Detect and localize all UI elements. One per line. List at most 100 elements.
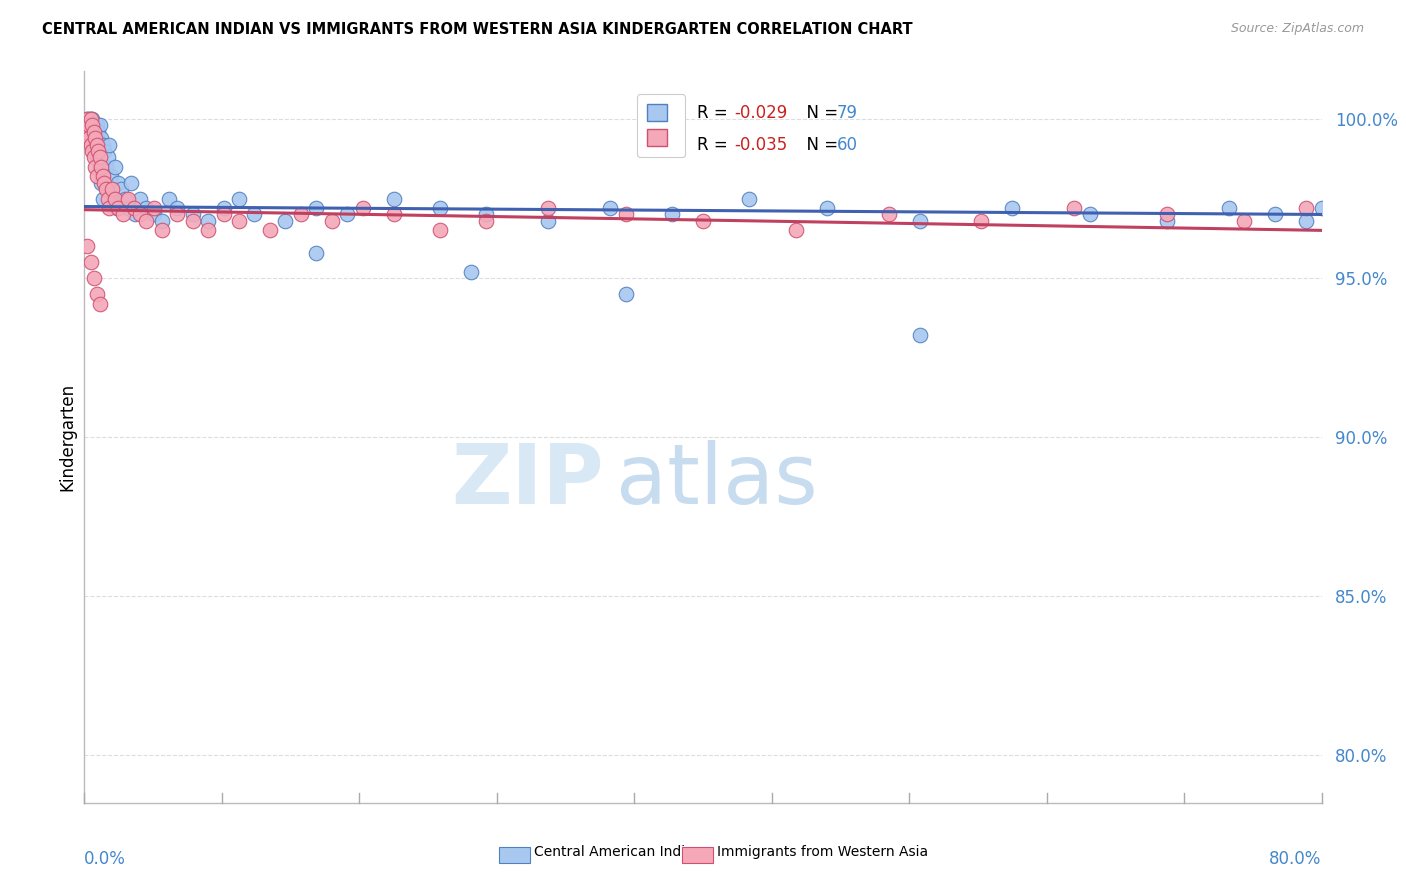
Point bbox=[93, 144, 115, 158]
Point bbox=[107, 176, 129, 190]
Point bbox=[90, 160, 112, 174]
Text: Source: ZipAtlas.com: Source: ZipAtlas.com bbox=[1230, 22, 1364, 36]
Point bbox=[107, 201, 129, 215]
Point bbox=[89, 296, 111, 310]
Point bbox=[212, 201, 235, 215]
Point bbox=[738, 192, 761, 206]
Point bbox=[166, 207, 188, 221]
Point bbox=[83, 150, 105, 164]
Point bbox=[1295, 214, 1317, 228]
Point bbox=[166, 201, 188, 215]
Point bbox=[143, 201, 166, 215]
Point bbox=[908, 328, 931, 343]
Point bbox=[120, 176, 142, 190]
Point bbox=[181, 214, 204, 228]
Point bbox=[79, 137, 101, 152]
Point bbox=[117, 192, 139, 206]
Point bbox=[82, 119, 104, 133]
Point bbox=[93, 176, 115, 190]
Point bbox=[122, 201, 145, 215]
Point bbox=[692, 214, 714, 228]
Point bbox=[129, 192, 152, 206]
Point bbox=[475, 207, 498, 221]
Point bbox=[90, 176, 112, 190]
Point bbox=[159, 192, 180, 206]
Point bbox=[614, 207, 637, 221]
Point bbox=[614, 287, 637, 301]
Point bbox=[84, 128, 107, 142]
Point bbox=[305, 201, 328, 215]
Point bbox=[259, 223, 281, 237]
Point bbox=[82, 112, 104, 126]
Point bbox=[1063, 201, 1085, 215]
Point bbox=[1264, 207, 1286, 221]
Point bbox=[100, 169, 122, 184]
Point bbox=[86, 287, 108, 301]
Point bbox=[382, 192, 405, 206]
Point bbox=[460, 265, 482, 279]
Point bbox=[114, 192, 136, 206]
Text: N =: N = bbox=[796, 136, 844, 153]
Point bbox=[599, 201, 621, 215]
Point bbox=[84, 144, 107, 158]
Point bbox=[83, 134, 105, 148]
Point bbox=[86, 119, 108, 133]
Point bbox=[91, 169, 114, 184]
Point bbox=[197, 223, 219, 237]
Point bbox=[274, 214, 297, 228]
Point bbox=[79, 128, 101, 142]
Point bbox=[104, 192, 127, 206]
Text: 0.0%: 0.0% bbox=[84, 850, 127, 868]
Point bbox=[382, 207, 405, 221]
Point bbox=[84, 119, 107, 133]
Point bbox=[98, 137, 121, 152]
Point bbox=[475, 214, 498, 228]
Point bbox=[82, 131, 104, 145]
Point bbox=[84, 131, 107, 145]
Y-axis label: Kindergarten: Kindergarten bbox=[58, 383, 76, 491]
Text: 60: 60 bbox=[837, 136, 858, 153]
Text: N =: N = bbox=[796, 104, 844, 122]
Point bbox=[908, 214, 931, 228]
Point bbox=[94, 182, 117, 196]
Text: Central American Indians: Central American Indians bbox=[534, 845, 710, 859]
Point bbox=[79, 112, 101, 126]
Point bbox=[96, 192, 118, 206]
Point bbox=[197, 214, 219, 228]
Point bbox=[1218, 201, 1240, 215]
Point bbox=[1295, 201, 1317, 215]
Point bbox=[970, 214, 993, 228]
Point bbox=[77, 131, 100, 145]
Point bbox=[181, 207, 204, 221]
Point bbox=[129, 207, 152, 221]
Point bbox=[83, 119, 105, 133]
Point bbox=[82, 125, 104, 139]
Point bbox=[79, 255, 101, 269]
Point bbox=[90, 131, 112, 145]
Point bbox=[76, 125, 98, 139]
Point bbox=[1233, 214, 1256, 228]
Point bbox=[785, 223, 807, 237]
Point bbox=[1156, 214, 1178, 228]
Point bbox=[76, 121, 98, 136]
Point bbox=[79, 119, 101, 133]
Point bbox=[105, 201, 128, 215]
Legend: , : , bbox=[637, 95, 686, 157]
Text: -0.029: -0.029 bbox=[734, 104, 787, 122]
Point bbox=[101, 182, 124, 196]
Point bbox=[86, 137, 108, 152]
Point bbox=[75, 119, 97, 133]
Point bbox=[815, 201, 838, 215]
Point bbox=[537, 214, 560, 228]
Text: R =: R = bbox=[697, 136, 733, 153]
Point bbox=[98, 201, 121, 215]
Point bbox=[76, 239, 98, 253]
Point bbox=[91, 137, 114, 152]
Point bbox=[143, 207, 166, 221]
Point bbox=[104, 160, 127, 174]
Point bbox=[212, 207, 235, 221]
Point bbox=[77, 125, 100, 139]
Point bbox=[84, 160, 107, 174]
Text: 80.0%: 80.0% bbox=[1270, 850, 1322, 868]
Point bbox=[77, 119, 100, 133]
